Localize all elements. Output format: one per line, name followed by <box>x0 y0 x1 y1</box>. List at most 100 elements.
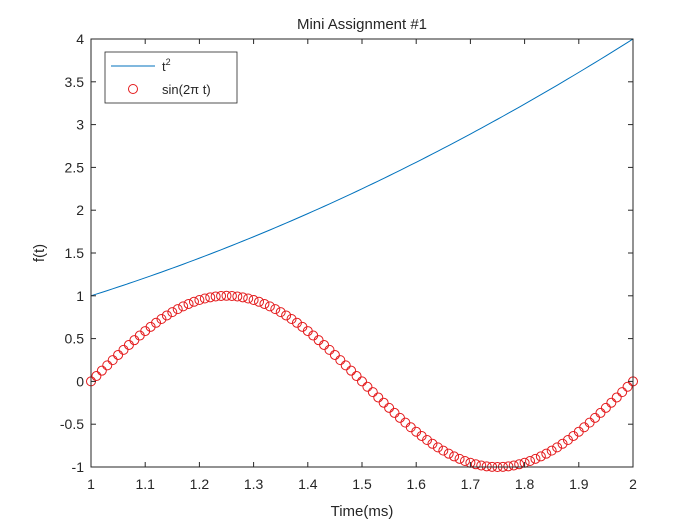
series-point-sine <box>432 442 443 453</box>
series-point-sine <box>389 407 400 418</box>
series-point-sine <box>557 438 568 449</box>
series-point-sine <box>525 455 536 466</box>
series-point-sine <box>476 460 487 471</box>
y-tick-label: 1 <box>76 288 84 304</box>
series-point-sine <box>270 304 281 315</box>
series-point-sine <box>454 453 465 464</box>
y-tick-label: 1.5 <box>65 245 85 261</box>
series-point-sine <box>96 365 107 376</box>
legend-entry-t-squared: t2 <box>162 57 171 74</box>
series-point-sine <box>427 438 438 449</box>
series-point-sine <box>102 360 113 371</box>
series-point-sine <box>156 314 167 324</box>
series-point-sine <box>384 402 395 413</box>
x-tick-label: 1.5 <box>352 476 372 492</box>
series-layer <box>86 38 638 472</box>
legend-box <box>104 51 238 104</box>
y-axis-label: f(t) <box>31 244 48 262</box>
y-tick-label: 0.5 <box>65 331 85 347</box>
series-point-sine <box>449 451 460 462</box>
series-point-sine <box>161 310 172 321</box>
series-point-sine <box>243 293 254 304</box>
series-point-sine <box>194 294 205 305</box>
series-point-sine <box>286 314 297 324</box>
series-point-sine <box>535 451 546 462</box>
series-point-sine <box>113 349 124 360</box>
legend: t2 sin(2π t) <box>104 51 238 104</box>
series-point-sine <box>514 459 525 470</box>
series-point-sine <box>226 290 237 301</box>
x-tick-label: 1 <box>87 476 95 492</box>
plot-area <box>91 39 633 467</box>
y-tick-label: -1 <box>72 459 85 475</box>
x-tick-label: 1.1 <box>135 476 155 492</box>
legend-entry-t-squared-base: t <box>162 59 166 74</box>
series-point-sine <box>340 360 351 371</box>
series-point-sine <box>438 445 449 456</box>
x-tick-label: 2 <box>629 476 637 492</box>
y-axis: -1 -0.5 0 0.5 1 1.5 2 2.5 3 3.5 4 <box>60 31 633 475</box>
series-point-sine <box>329 349 340 360</box>
series-point-sine <box>590 412 601 423</box>
series-point-sine <box>378 397 389 408</box>
series-point-sine <box>552 442 563 453</box>
y-tick-label: -0.5 <box>60 416 84 432</box>
series-point-sine <box>118 344 129 355</box>
series-point-sine <box>221 290 232 301</box>
series-point-sine <box>237 292 248 303</box>
series-point-sine <box>357 376 367 387</box>
series-point-sine <box>107 355 118 366</box>
series-point-sine <box>281 310 292 321</box>
series-point-sine <box>167 307 178 318</box>
series-point-sine <box>319 339 330 350</box>
series-point-sine <box>264 301 275 312</box>
series-point-sine <box>188 296 199 307</box>
series-point-sine <box>259 298 270 309</box>
chart-title: Mini Assignment #1 <box>297 16 427 33</box>
x-tick-label: 1.4 <box>298 476 318 492</box>
series-point-sine <box>232 291 243 302</box>
series-point-sine <box>172 304 183 315</box>
series-point-sine <box>324 344 335 355</box>
series-point-sine <box>541 448 552 459</box>
series-point-sine <box>422 435 433 445</box>
x-tick-label: 1.2 <box>190 476 210 492</box>
series-point-sine <box>362 381 373 392</box>
series-point-sine <box>481 461 492 472</box>
x-tick-label: 1.7 <box>461 476 481 492</box>
y-tick-label: 4 <box>76 31 84 47</box>
series-point-sine <box>254 296 265 307</box>
series-point-sine <box>216 290 227 301</box>
y-tick-label: 3.5 <box>65 74 85 90</box>
series-point-sine <box>248 294 259 305</box>
series-point-sine <box>622 381 633 392</box>
series-point-sine <box>459 455 470 466</box>
series-point-sine <box>199 293 210 304</box>
series-point-sine <box>443 448 454 459</box>
x-tick-label: 1.9 <box>569 476 589 492</box>
series-line-t-squared <box>90 38 634 297</box>
series-point-sine <box>600 402 611 413</box>
series-point-sine <box>205 292 216 303</box>
legend-entry-t-squared-exponent: 2 <box>166 57 171 67</box>
series-point-sine <box>530 453 541 464</box>
legend-circle-sample <box>128 84 138 94</box>
series-point-sine <box>508 460 519 471</box>
x-tick-label: 1.3 <box>244 476 264 492</box>
series-point-sine <box>351 371 362 382</box>
series-point-sine <box>373 392 384 403</box>
series-point-sine <box>470 459 481 470</box>
series-point-sine <box>91 371 102 382</box>
series-point-sine <box>503 461 514 472</box>
y-tick-label: 0 <box>76 373 84 389</box>
legend-entry-sine: sin(2π t) <box>162 82 211 97</box>
series-point-sine <box>346 365 357 376</box>
x-axis-label: Time(ms) <box>331 503 394 520</box>
series-point-sine <box>606 397 617 408</box>
series-point-sine <box>546 445 557 456</box>
series-point-sine <box>275 307 286 318</box>
series-point-sine <box>617 387 628 398</box>
series-point-sine <box>367 387 378 398</box>
y-tick-label: 3 <box>76 117 84 133</box>
